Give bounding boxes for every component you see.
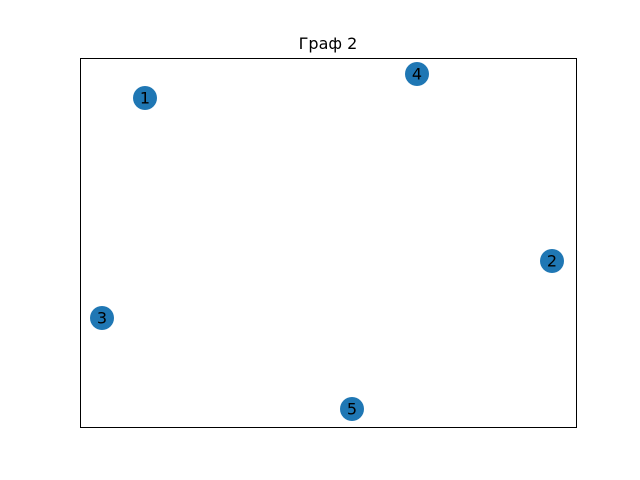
- graph-node-4: 4: [405, 62, 429, 86]
- graph-node-label: 5: [347, 400, 357, 419]
- nodes-layer: 1 2 3 4 5: [90, 62, 564, 421]
- graph-node-1: 1: [133, 86, 157, 110]
- graph-node-circle: [340, 397, 364, 421]
- graph-node-3: 3: [90, 306, 114, 330]
- graph-node-circle: [133, 86, 157, 110]
- graph-node-label: 2: [547, 252, 557, 271]
- graph-node-5: 5: [340, 397, 364, 421]
- graph-node-circle: [405, 62, 429, 86]
- graph-node-label: 4: [412, 65, 422, 84]
- graph-node-2: 2: [540, 249, 564, 273]
- graph-title: Граф 2: [299, 34, 358, 53]
- plot-frame: [80, 58, 577, 428]
- graph-node-label: 1: [140, 89, 150, 108]
- graph-node-circle: [540, 249, 564, 273]
- graph-node-circle: [90, 306, 114, 330]
- graph-node-label: 3: [97, 309, 107, 328]
